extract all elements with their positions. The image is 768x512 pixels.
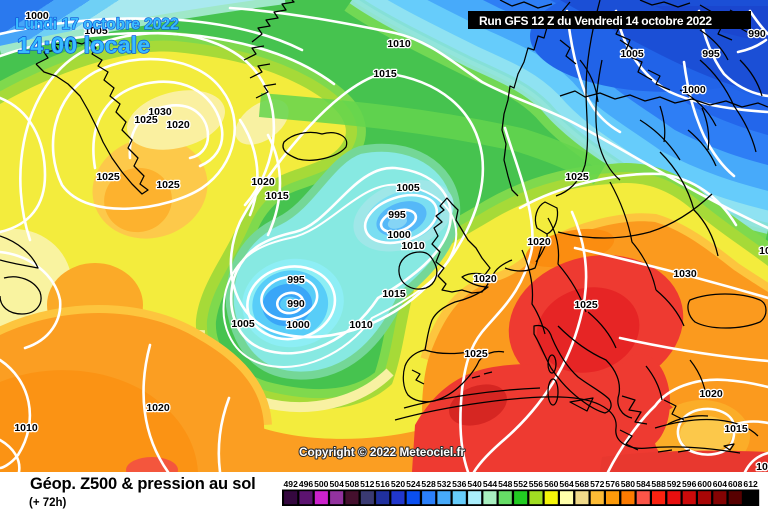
svg-text:1005: 1005 xyxy=(84,25,108,37)
svg-text:544: 544 xyxy=(483,479,498,489)
svg-text:1005: 1005 xyxy=(231,318,255,330)
svg-text:584: 584 xyxy=(636,479,651,489)
svg-text:995: 995 xyxy=(702,48,720,60)
svg-text:1000: 1000 xyxy=(682,84,706,96)
svg-text:500: 500 xyxy=(314,479,329,489)
svg-text:596: 596 xyxy=(682,479,697,489)
svg-text:990: 990 xyxy=(287,298,305,310)
svg-text:592: 592 xyxy=(667,479,682,489)
svg-text:1020: 1020 xyxy=(527,236,551,248)
svg-text:536: 536 xyxy=(452,479,467,489)
svg-text:1025: 1025 xyxy=(96,171,120,183)
svg-text:612: 612 xyxy=(743,479,758,489)
svg-text:580: 580 xyxy=(621,479,636,489)
svg-text:Géop. Z500 & pression au sol: Géop. Z500 & pression au sol xyxy=(30,475,255,493)
svg-text:516: 516 xyxy=(375,479,390,489)
svg-text:576: 576 xyxy=(605,479,620,489)
svg-text:568: 568 xyxy=(575,479,590,489)
svg-text:552: 552 xyxy=(513,479,528,489)
svg-text:556: 556 xyxy=(529,479,544,489)
svg-text:604: 604 xyxy=(713,479,728,489)
svg-text:1025: 1025 xyxy=(134,114,158,126)
svg-text:608: 608 xyxy=(728,479,743,489)
svg-text:504: 504 xyxy=(330,479,345,489)
svg-text:528: 528 xyxy=(421,479,436,489)
svg-text:1010: 1010 xyxy=(387,38,411,50)
svg-text:532: 532 xyxy=(437,479,452,489)
svg-text:1005: 1005 xyxy=(620,48,644,60)
svg-text:508: 508 xyxy=(345,479,360,489)
svg-text:492: 492 xyxy=(284,479,299,489)
svg-text:1030: 1030 xyxy=(148,106,172,118)
svg-text:1020: 1020 xyxy=(146,402,170,414)
svg-text:1000: 1000 xyxy=(387,229,411,241)
svg-text:1005: 1005 xyxy=(396,182,420,194)
svg-text:14:00 locale: 14:00 locale xyxy=(17,32,150,58)
svg-text:1015: 1015 xyxy=(724,423,748,435)
svg-text:995: 995 xyxy=(287,274,305,286)
svg-text:600: 600 xyxy=(697,479,712,489)
svg-text:1015: 1015 xyxy=(373,68,397,80)
svg-text:990: 990 xyxy=(748,28,766,40)
svg-text:1015: 1015 xyxy=(265,190,289,202)
svg-text:1025: 1025 xyxy=(565,171,589,183)
svg-text:Copyright © 2022 Meteociel.fr: Copyright © 2022 Meteociel.fr xyxy=(299,445,465,459)
svg-text:995: 995 xyxy=(388,209,406,221)
svg-text:540: 540 xyxy=(467,479,482,489)
svg-text:524: 524 xyxy=(406,479,421,489)
svg-text:1025: 1025 xyxy=(574,299,598,311)
svg-text:1010: 1010 xyxy=(401,240,425,252)
svg-text:564: 564 xyxy=(559,479,574,489)
svg-text:1020: 1020 xyxy=(699,388,723,400)
svg-text:1000: 1000 xyxy=(25,10,49,22)
svg-text:548: 548 xyxy=(498,479,513,489)
svg-text:1030: 1030 xyxy=(673,268,697,280)
svg-text:1000: 1000 xyxy=(286,319,310,331)
svg-text:1020: 1020 xyxy=(251,176,275,188)
svg-text:1025: 1025 xyxy=(464,348,488,360)
svg-text:1020: 1020 xyxy=(473,273,497,285)
svg-text:Run GFS 12 Z du Vendredi 14 oc: Run GFS 12 Z du Vendredi 14 octobre 2022 xyxy=(479,14,712,28)
svg-text:1015: 1015 xyxy=(382,288,406,300)
svg-text:588: 588 xyxy=(651,479,666,489)
svg-text:560: 560 xyxy=(544,479,559,489)
svg-text:1020: 1020 xyxy=(166,119,190,131)
svg-text:496: 496 xyxy=(299,479,314,489)
svg-text:512: 512 xyxy=(360,479,375,489)
svg-text:520: 520 xyxy=(391,479,406,489)
svg-text:10: 10 xyxy=(756,461,768,473)
svg-text:1010: 1010 xyxy=(349,319,373,331)
svg-text:Lundi 17 octobre 2022: Lundi 17 octobre 2022 xyxy=(15,16,179,33)
svg-text:1010: 1010 xyxy=(14,422,38,434)
svg-text:1025: 1025 xyxy=(156,179,180,191)
svg-text:(+ 72h): (+ 72h) xyxy=(29,497,67,509)
svg-text:10: 10 xyxy=(759,245,768,257)
svg-text:572: 572 xyxy=(590,479,605,489)
